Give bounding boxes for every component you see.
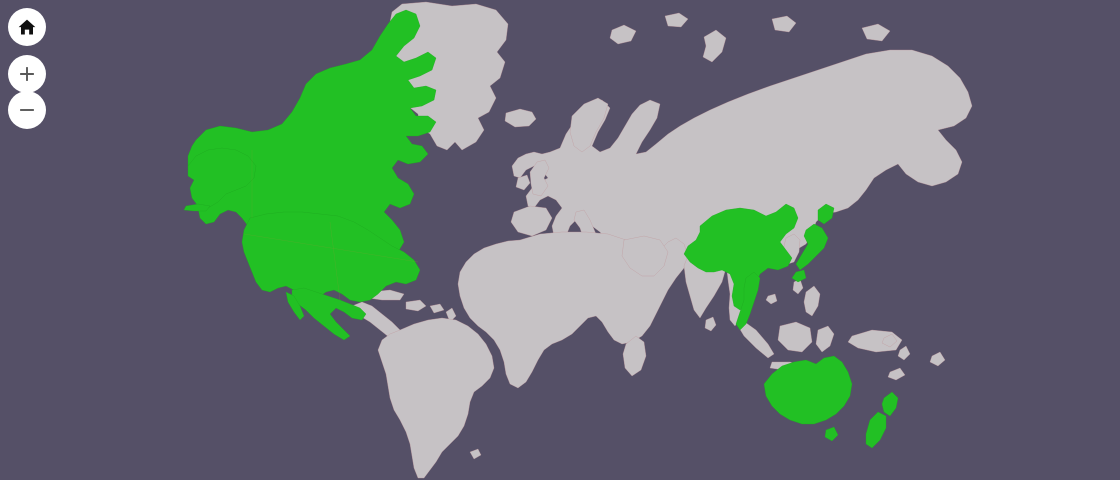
highlighted-countries — [183, 9, 899, 449]
iceland[interactable] — [504, 108, 537, 128]
unhighlighted-countries — [350, 1, 973, 479]
iberian-peninsula[interactable] — [510, 205, 553, 237]
country-vietnam[interactable] — [735, 271, 761, 331]
subdivision-lines — [243, 150, 419, 301]
philippines[interactable] — [803, 285, 821, 317]
scandinavia[interactable] — [569, 97, 609, 153]
country-australia[interactable] — [763, 355, 853, 425]
country-united-states[interactable] — [241, 211, 421, 303]
country-china[interactable] — [683, 203, 799, 311]
south-georgia[interactable] — [469, 448, 482, 460]
country-canada[interactable] — [187, 9, 437, 255]
new-guinea[interactable] — [847, 329, 903, 353]
home-icon — [18, 19, 36, 35]
zoom-in-button[interactable]: + — [8, 55, 46, 93]
country-united-kingdom[interactable] — [529, 159, 550, 197]
severnaya-zemlya[interactable] — [771, 15, 797, 33]
country-new-zealand[interactable] — [865, 391, 899, 449]
continent-south-america[interactable] — [377, 317, 495, 479]
zoom-out-button[interactable]: − — [8, 91, 46, 129]
baja-california[interactable] — [285, 291, 305, 321]
tasmania[interactable] — [824, 426, 839, 442]
region-alaska[interactable] — [187, 147, 257, 209]
franz-josef-land[interactable] — [664, 12, 689, 28]
sulawesi[interactable] — [815, 325, 835, 353]
pacific-islands-fiji[interactable] — [929, 351, 946, 367]
plus-icon — [20, 67, 34, 81]
novaya-zemlya[interactable] — [702, 29, 727, 63]
lesser-antilles[interactable] — [445, 307, 457, 323]
madagascar[interactable] — [622, 335, 647, 377]
map-controls: Home + − — [8, 8, 46, 129]
country-ireland[interactable] — [515, 174, 531, 191]
pacific-islands-newcaledonia[interactable] — [887, 367, 906, 381]
svalbard[interactable] — [609, 24, 637, 45]
sri-lanka[interactable] — [704, 316, 717, 332]
country-japan[interactable] — [791, 203, 835, 283]
hainan[interactable] — [765, 293, 778, 305]
new-siberian-islands[interactable] — [861, 23, 891, 42]
hispaniola[interactable] — [405, 299, 427, 312]
pacific-islands-solomon[interactable] — [881, 333, 898, 348]
pacific-islands-vanuatu[interactable] — [897, 345, 911, 361]
aleutian-islands[interactable] — [183, 203, 211, 212]
borneo[interactable] — [777, 321, 813, 353]
arabian-peninsula[interactable] — [621, 235, 669, 277]
home-button[interactable]: Home — [8, 8, 46, 46]
country-mexico[interactable] — [291, 287, 367, 341]
jamaica-puerto-rico[interactable] — [429, 303, 445, 314]
continent-africa[interactable] — [457, 231, 689, 389]
minus-icon — [20, 109, 34, 111]
